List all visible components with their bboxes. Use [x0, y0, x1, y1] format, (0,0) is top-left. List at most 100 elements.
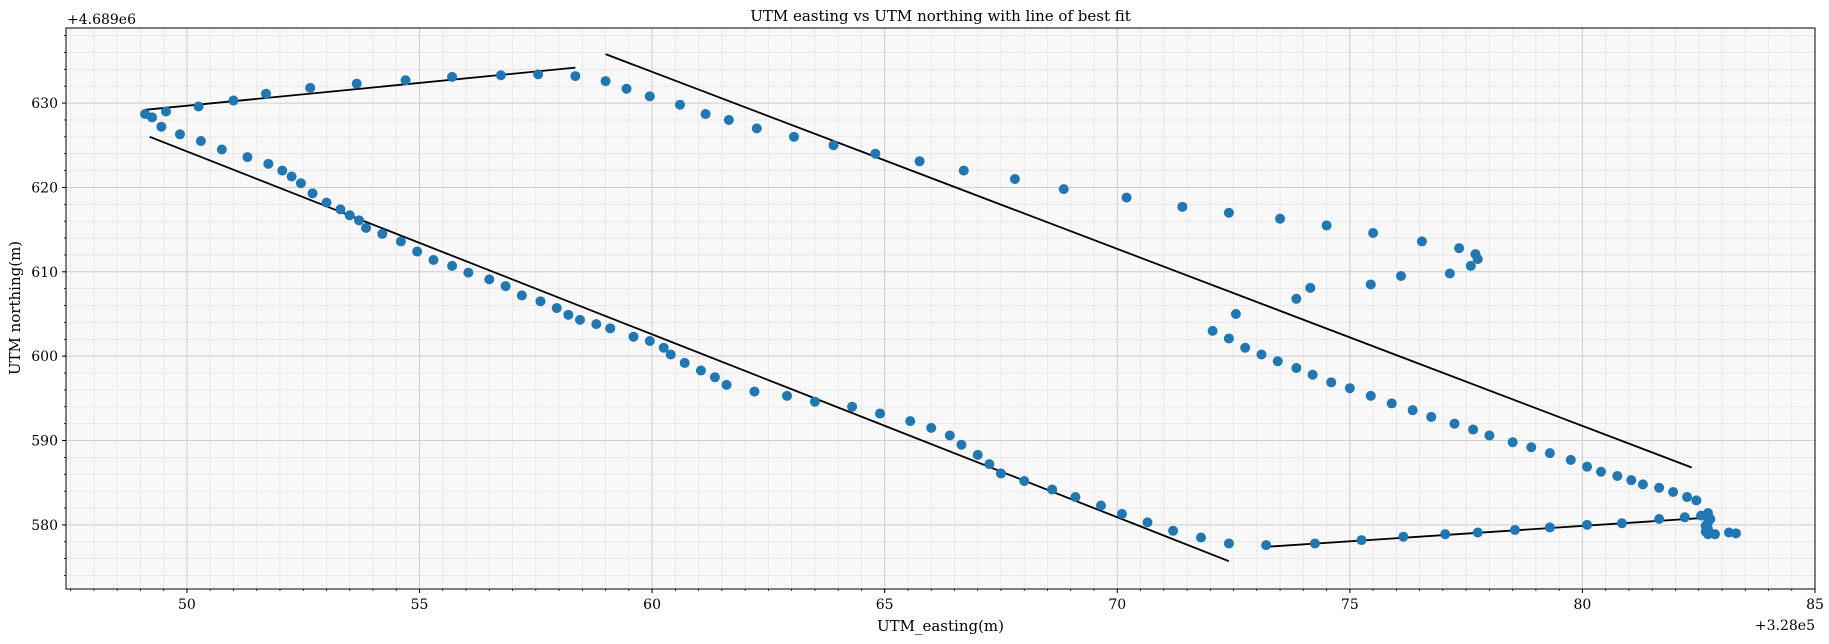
data-point	[321, 197, 332, 208]
y-tick-label: 620	[31, 180, 58, 196]
scatter-points	[140, 69, 1741, 551]
data-point	[1407, 405, 1418, 416]
data-point	[447, 71, 458, 82]
y-axis-ticks: 580 590 600 610 620 630	[31, 35, 66, 576]
data-point	[1168, 525, 1179, 536]
data-point	[751, 123, 762, 134]
data-point	[788, 131, 799, 142]
data-point	[1703, 529, 1714, 540]
data-point	[228, 95, 239, 106]
data-point	[675, 99, 686, 110]
data-point	[1449, 418, 1460, 429]
data-point	[591, 319, 602, 330]
x-axis-title: UTM_easting(m)	[877, 617, 1004, 635]
plot-frame	[65, 27, 1816, 590]
data-point	[1223, 333, 1234, 344]
x-tick-label: 55	[411, 597, 429, 613]
y-axis-title: UTM northing(m)	[6, 241, 24, 375]
data-point	[354, 215, 365, 226]
data-point	[1691, 495, 1702, 506]
data-point	[1654, 513, 1665, 524]
data-point	[1047, 484, 1058, 495]
data-point	[709, 372, 720, 383]
data-point	[1472, 527, 1483, 538]
data-point	[1121, 192, 1132, 203]
data-point	[344, 210, 355, 221]
data-point	[1019, 476, 1030, 487]
data-point	[1682, 492, 1693, 503]
x-tick-label: 70	[1108, 597, 1126, 613]
data-point	[161, 106, 172, 117]
data-point	[516, 290, 527, 301]
data-point	[749, 386, 760, 397]
data-point	[447, 260, 458, 271]
data-point	[1240, 342, 1251, 353]
data-point	[1095, 500, 1106, 511]
data-point	[628, 331, 639, 342]
data-point	[1654, 482, 1665, 493]
data-point	[1058, 184, 1069, 195]
data-point	[1223, 207, 1234, 218]
data-point	[1596, 466, 1607, 477]
data-point	[1668, 486, 1679, 497]
data-point	[1468, 424, 1479, 435]
data-point	[1368, 227, 1379, 238]
data-point	[600, 76, 611, 87]
data-point	[1416, 236, 1427, 247]
data-point	[1365, 279, 1376, 290]
data-point	[295, 178, 306, 189]
data-point	[972, 449, 983, 460]
y-offset-label: +4.689e6	[67, 12, 136, 28]
data-point	[1070, 492, 1081, 503]
data-point	[1142, 517, 1153, 528]
data-point	[828, 140, 839, 151]
data-point	[533, 69, 544, 80]
data-point	[535, 296, 546, 307]
data-point	[551, 303, 562, 314]
y-tick-label: 590	[31, 434, 58, 450]
data-point	[1291, 362, 1302, 373]
data-point	[723, 114, 734, 125]
data-point	[395, 236, 406, 247]
data-point	[847, 401, 858, 412]
data-point	[1326, 377, 1337, 388]
data-point	[644, 335, 655, 346]
data-point	[575, 314, 586, 325]
data-point	[400, 75, 411, 86]
data-point	[156, 121, 167, 132]
data-point	[305, 82, 316, 93]
data-point	[984, 459, 995, 470]
data-point	[428, 254, 439, 265]
data-point	[1507, 437, 1518, 448]
data-point	[1291, 293, 1302, 304]
data-point	[1426, 411, 1437, 422]
data-point	[1637, 479, 1648, 490]
data-point	[995, 468, 1006, 479]
data-point	[1612, 470, 1623, 481]
data-point	[1195, 532, 1206, 543]
data-point	[147, 112, 158, 123]
data-point	[1365, 390, 1376, 401]
data-point	[263, 158, 274, 169]
data-point	[495, 70, 506, 81]
data-point	[242, 152, 253, 163]
data-point	[1582, 461, 1593, 472]
data-point	[1440, 529, 1451, 540]
data-point	[351, 78, 362, 89]
y-tick-label: 610	[31, 265, 58, 281]
data-point	[1565, 454, 1576, 465]
data-point	[1356, 535, 1367, 546]
data-point	[500, 281, 511, 292]
x-tick-label: 60	[643, 597, 661, 613]
data-point	[944, 430, 955, 441]
data-point	[1509, 524, 1520, 535]
data-point	[1444, 268, 1455, 279]
data-point	[1398, 531, 1409, 542]
data-point	[1009, 174, 1020, 185]
data-point	[1116, 508, 1127, 519]
x-tick-label: 50	[178, 597, 196, 613]
data-point	[1305, 282, 1316, 293]
data-point	[1616, 518, 1627, 529]
data-point	[412, 246, 423, 257]
data-point	[1275, 213, 1286, 224]
